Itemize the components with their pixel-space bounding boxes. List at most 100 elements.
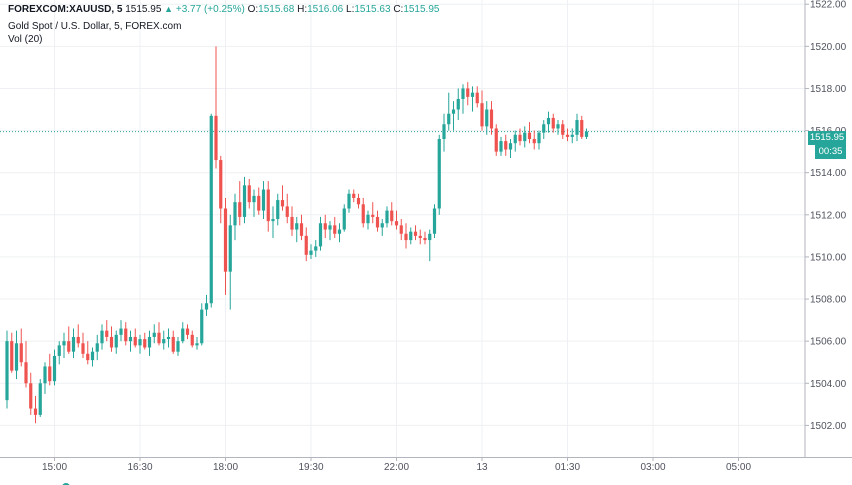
candle bbox=[537, 130, 541, 150]
candle-body bbox=[152, 332, 156, 337]
candle-body bbox=[166, 336, 171, 340]
candle bbox=[67, 326, 71, 354]
candle-body bbox=[119, 328, 123, 335]
time-tick-label: 03:00 bbox=[640, 462, 665, 473]
price-tick-label: 1520.00 bbox=[810, 42, 847, 53]
candle-body bbox=[570, 134, 574, 137]
price-axis-labels[interactable]: 1502.00 1504.00 1506.00 1508.00 1510.00 1512.… bbox=[805, 0, 847, 432]
candle bbox=[271, 206, 275, 238]
candle bbox=[437, 134, 441, 215]
candle bbox=[366, 210, 370, 230]
candle bbox=[347, 189, 351, 213]
candle bbox=[133, 328, 137, 348]
candle bbox=[14, 330, 19, 380]
candle-body bbox=[204, 303, 209, 310]
candle-body bbox=[456, 98, 460, 110]
candle-body bbox=[19, 343, 23, 363]
symbol-label[interactable]: FOREXCOM:XAUUSD, 5 bbox=[8, 4, 123, 15]
price-tick-label: 1510.00 bbox=[810, 252, 847, 263]
candle-body bbox=[470, 92, 475, 97]
candle bbox=[428, 229, 432, 262]
candle-body bbox=[461, 88, 465, 99]
candle bbox=[390, 202, 394, 226]
candle-body bbox=[551, 117, 555, 129]
candle bbox=[480, 90, 484, 131]
candle-body bbox=[518, 134, 522, 142]
candle-body bbox=[532, 138, 536, 144]
candle bbox=[399, 219, 403, 241]
candle bbox=[508, 138, 513, 158]
candle bbox=[48, 353, 52, 386]
candle bbox=[214, 46, 218, 169]
bar-countdown-tag: 00:35 bbox=[815, 145, 846, 159]
candle bbox=[380, 219, 384, 236]
candle-body bbox=[162, 339, 166, 344]
candle bbox=[200, 303, 204, 346]
candle bbox=[470, 86, 475, 112]
candle-body bbox=[280, 200, 285, 207]
candle bbox=[162, 330, 166, 350]
candle-body bbox=[537, 132, 541, 144]
volume-indicator-label[interactable]: Vol (20) bbox=[8, 34, 43, 45]
candle bbox=[532, 130, 536, 150]
price-change: +3.77 (+0.25%) bbox=[175, 4, 245, 15]
time-axis-labels[interactable]: 15:00 16:30 18:00 19:30 22:00 13 01:30 03:00 05:… bbox=[42, 457, 751, 473]
candle bbox=[309, 244, 313, 260]
candle-body bbox=[385, 210, 389, 224]
candle bbox=[551, 113, 555, 133]
candle bbox=[361, 197, 365, 228]
candle-body bbox=[57, 345, 61, 356]
candle bbox=[432, 204, 437, 238]
candle bbox=[542, 120, 546, 139]
candle bbox=[575, 113, 579, 142]
candle-body bbox=[513, 134, 517, 144]
candle bbox=[119, 320, 123, 342]
time-tick-label: 13 bbox=[476, 462, 488, 473]
candle-body bbox=[223, 208, 228, 272]
candle-body bbox=[276, 200, 280, 220]
candle-body bbox=[86, 353, 90, 361]
candle-body bbox=[190, 334, 194, 346]
candle-body bbox=[100, 330, 104, 344]
candle bbox=[195, 336, 199, 350]
candle bbox=[190, 330, 194, 348]
candle-body bbox=[480, 103, 484, 127]
candle bbox=[456, 88, 460, 121]
candle-body bbox=[95, 343, 99, 352]
candle bbox=[86, 341, 90, 365]
candle-body bbox=[76, 336, 80, 344]
candle-body bbox=[304, 235, 308, 255]
candle bbox=[128, 330, 133, 352]
candle bbox=[252, 189, 256, 217]
candle bbox=[100, 324, 104, 350]
chart-legend: FOREXCOM:XAUUSD, 5 1515.95 ▲ +3.77 (+0.2… bbox=[8, 3, 439, 16]
close-label: C: bbox=[393, 4, 404, 15]
candle-body bbox=[565, 134, 570, 137]
candle bbox=[447, 92, 451, 131]
candle bbox=[318, 216, 323, 251]
candle bbox=[518, 128, 522, 146]
candle-body bbox=[489, 109, 494, 129]
candle-body bbox=[43, 366, 47, 384]
candle bbox=[375, 210, 380, 232]
time-tick-label: 19:30 bbox=[298, 462, 323, 473]
candle-body bbox=[290, 216, 294, 230]
candle bbox=[247, 179, 251, 209]
candle bbox=[242, 176, 247, 224]
price-tick-label: 1506.00 bbox=[810, 337, 847, 348]
candle-body bbox=[418, 235, 422, 238]
candle bbox=[209, 113, 213, 308]
candle-body bbox=[432, 208, 437, 234]
candle-body bbox=[575, 120, 579, 135]
candle-body bbox=[347, 193, 351, 209]
candle-body bbox=[10, 341, 14, 371]
candle-body bbox=[52, 355, 57, 382]
candle bbox=[333, 216, 337, 238]
candle bbox=[565, 128, 570, 142]
candle-body bbox=[285, 206, 289, 217]
candle bbox=[561, 120, 565, 139]
candle bbox=[114, 330, 118, 354]
candle-body bbox=[413, 231, 418, 236]
candle-body bbox=[214, 115, 218, 161]
